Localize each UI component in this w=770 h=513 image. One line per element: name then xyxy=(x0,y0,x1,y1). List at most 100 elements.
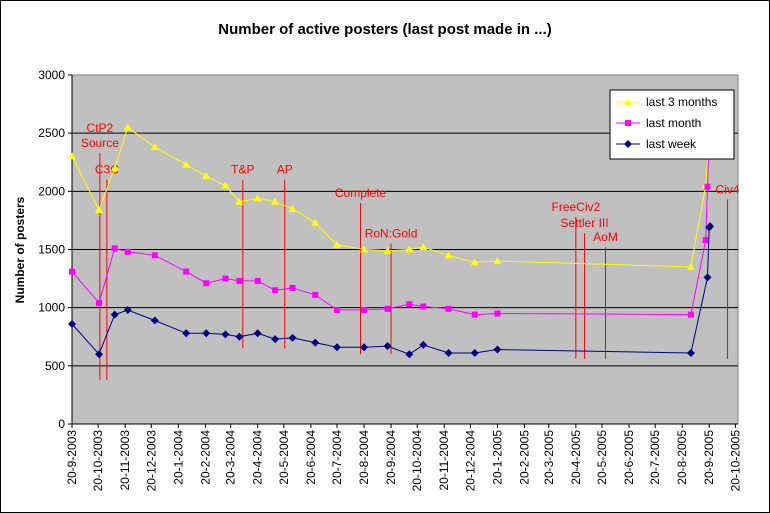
data-point xyxy=(111,245,118,252)
y-axis-label: Number of posters xyxy=(13,196,27,303)
data-point xyxy=(444,349,453,358)
data-point xyxy=(360,245,369,253)
x-tick-label: 20-2-2004 xyxy=(198,430,212,485)
data-point xyxy=(311,218,320,226)
data-point xyxy=(383,246,392,254)
x-tick-label: 20-6-2004 xyxy=(304,430,318,485)
x-tick-label: 20-5-2005 xyxy=(595,430,609,485)
data-point xyxy=(110,310,119,319)
data-point xyxy=(420,303,427,310)
series xyxy=(68,89,715,270)
y-tick-label: 500 xyxy=(45,359,65,373)
data-point xyxy=(624,98,632,105)
data-point xyxy=(151,252,158,259)
data-point xyxy=(203,280,210,287)
data-point xyxy=(202,172,211,180)
data-point xyxy=(494,310,501,317)
x-tick-label: 20-5-2004 xyxy=(277,430,291,485)
data-point xyxy=(221,181,230,189)
data-point xyxy=(384,305,391,312)
data-point xyxy=(445,305,452,312)
x-tick-label: 20-3-2005 xyxy=(542,430,556,485)
data-point xyxy=(150,316,159,325)
data-point xyxy=(334,306,341,313)
data-point xyxy=(311,338,320,347)
data-point xyxy=(702,237,709,244)
data-point xyxy=(253,194,262,202)
data-point xyxy=(236,277,243,284)
annotation-label: AP xyxy=(277,163,293,177)
data-point xyxy=(110,164,119,172)
data-point xyxy=(182,329,191,338)
x-tick-label: 20-12-2004 xyxy=(463,430,477,492)
data-point xyxy=(95,205,104,213)
data-point xyxy=(222,275,229,282)
x-tick-label: 20-4-2005 xyxy=(569,430,583,485)
data-point xyxy=(221,330,230,339)
data-point xyxy=(202,329,211,338)
data-point xyxy=(333,343,342,352)
data-point xyxy=(289,284,296,291)
x-tick-label: 20-6-2005 xyxy=(622,430,636,485)
y-tick-label: 0 xyxy=(58,417,65,431)
annotation-label: Source xyxy=(81,136,119,150)
data-point xyxy=(271,335,280,344)
x-tick-label: 20-1-2005 xyxy=(490,430,504,485)
data-point xyxy=(182,160,191,168)
data-point xyxy=(95,350,104,359)
data-point xyxy=(68,152,76,160)
data-point xyxy=(288,333,297,342)
data-point xyxy=(470,349,479,358)
data-point xyxy=(253,329,262,338)
legend: last 3 months last month last week xyxy=(609,89,735,160)
data-point xyxy=(288,204,297,212)
x-tick-label: 20-1-2004 xyxy=(171,430,185,485)
x-tick-label: 20-9-2003 xyxy=(65,430,79,485)
data-point xyxy=(235,332,244,341)
x-tick-label: 20-2-2005 xyxy=(517,430,531,485)
x-tick-label: 20-11-2003 xyxy=(118,430,132,491)
x-tick-label: 20-10-2003 xyxy=(91,430,105,492)
data-point xyxy=(419,340,428,349)
data-point xyxy=(470,258,479,266)
x-tick-label: 20-8-2004 xyxy=(357,430,371,485)
data-point xyxy=(123,123,132,131)
x-tick-label: 20-10-2004 xyxy=(410,430,424,492)
annotation-label: RoN:Gold xyxy=(365,227,418,241)
x-tick-label: 20-8-2005 xyxy=(675,430,689,485)
x-tick-label: 20-4-2004 xyxy=(251,430,265,485)
data-point xyxy=(271,197,280,205)
data-point xyxy=(703,273,712,282)
x-tick-label: 20-9-2004 xyxy=(384,430,398,485)
data-point xyxy=(444,251,453,259)
annotation-label: AoM xyxy=(593,230,618,244)
x-tick-label: 20-3-2004 xyxy=(224,430,238,485)
annotation-label: Settler III xyxy=(561,216,609,230)
data-point xyxy=(406,301,413,308)
data-point xyxy=(124,248,131,255)
data-point xyxy=(235,197,244,205)
data-point xyxy=(123,305,132,314)
y-tick-label: 2000 xyxy=(38,184,65,198)
y-tick-label: 1000 xyxy=(38,301,65,315)
data-point xyxy=(493,345,502,354)
legend-label: last month xyxy=(646,116,701,130)
legend-label: last week xyxy=(646,137,697,151)
y-tick-label: 2500 xyxy=(38,126,65,140)
x-tick-label: 20-7-2004 xyxy=(330,430,344,485)
annotation-label: FreeCiv2 xyxy=(552,200,601,214)
y-tick-label: 3000 xyxy=(38,68,65,82)
axes: 0 500 1000 1500 2000 2500 3000 20-9-2003 20-10-2… xyxy=(38,68,742,491)
data-point xyxy=(706,222,715,231)
data-point xyxy=(687,311,694,318)
series xyxy=(68,222,715,359)
data-point xyxy=(312,291,319,298)
data-point xyxy=(686,262,695,270)
annotation-label: T&P xyxy=(231,163,254,177)
data-point xyxy=(272,287,279,294)
data-point xyxy=(704,183,711,190)
data-point xyxy=(333,240,342,248)
data-point xyxy=(405,350,414,359)
